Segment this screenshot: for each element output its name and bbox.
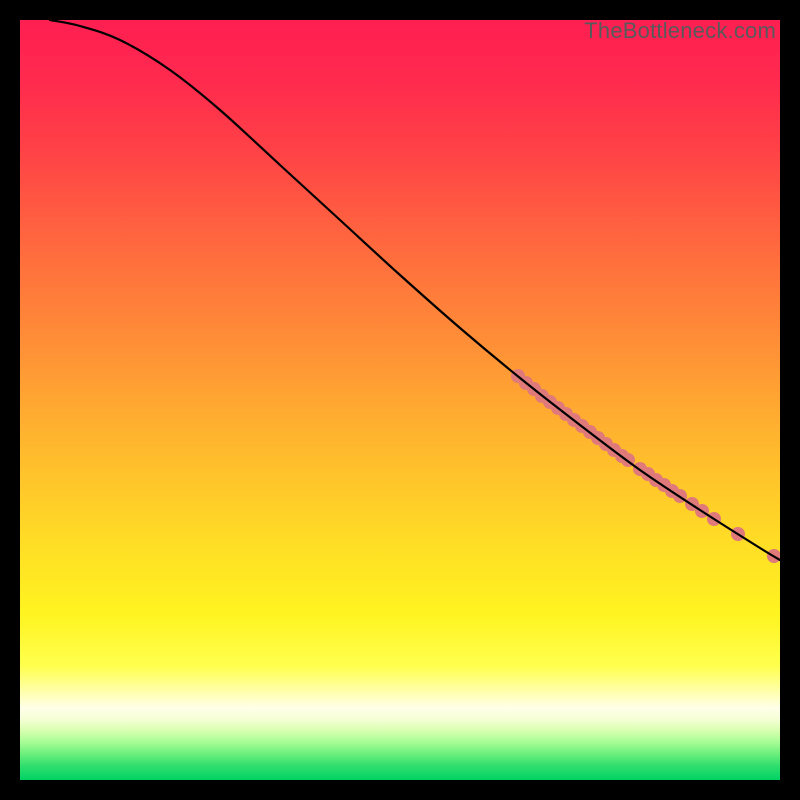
- plot-area: [20, 20, 780, 780]
- watermark-label: TheBottleneck.com: [584, 18, 776, 44]
- curve-path: [50, 20, 780, 560]
- marker-group: [511, 369, 780, 563]
- chart-overlay: [20, 20, 780, 780]
- outer-frame: TheBottleneck.com: [0, 0, 800, 800]
